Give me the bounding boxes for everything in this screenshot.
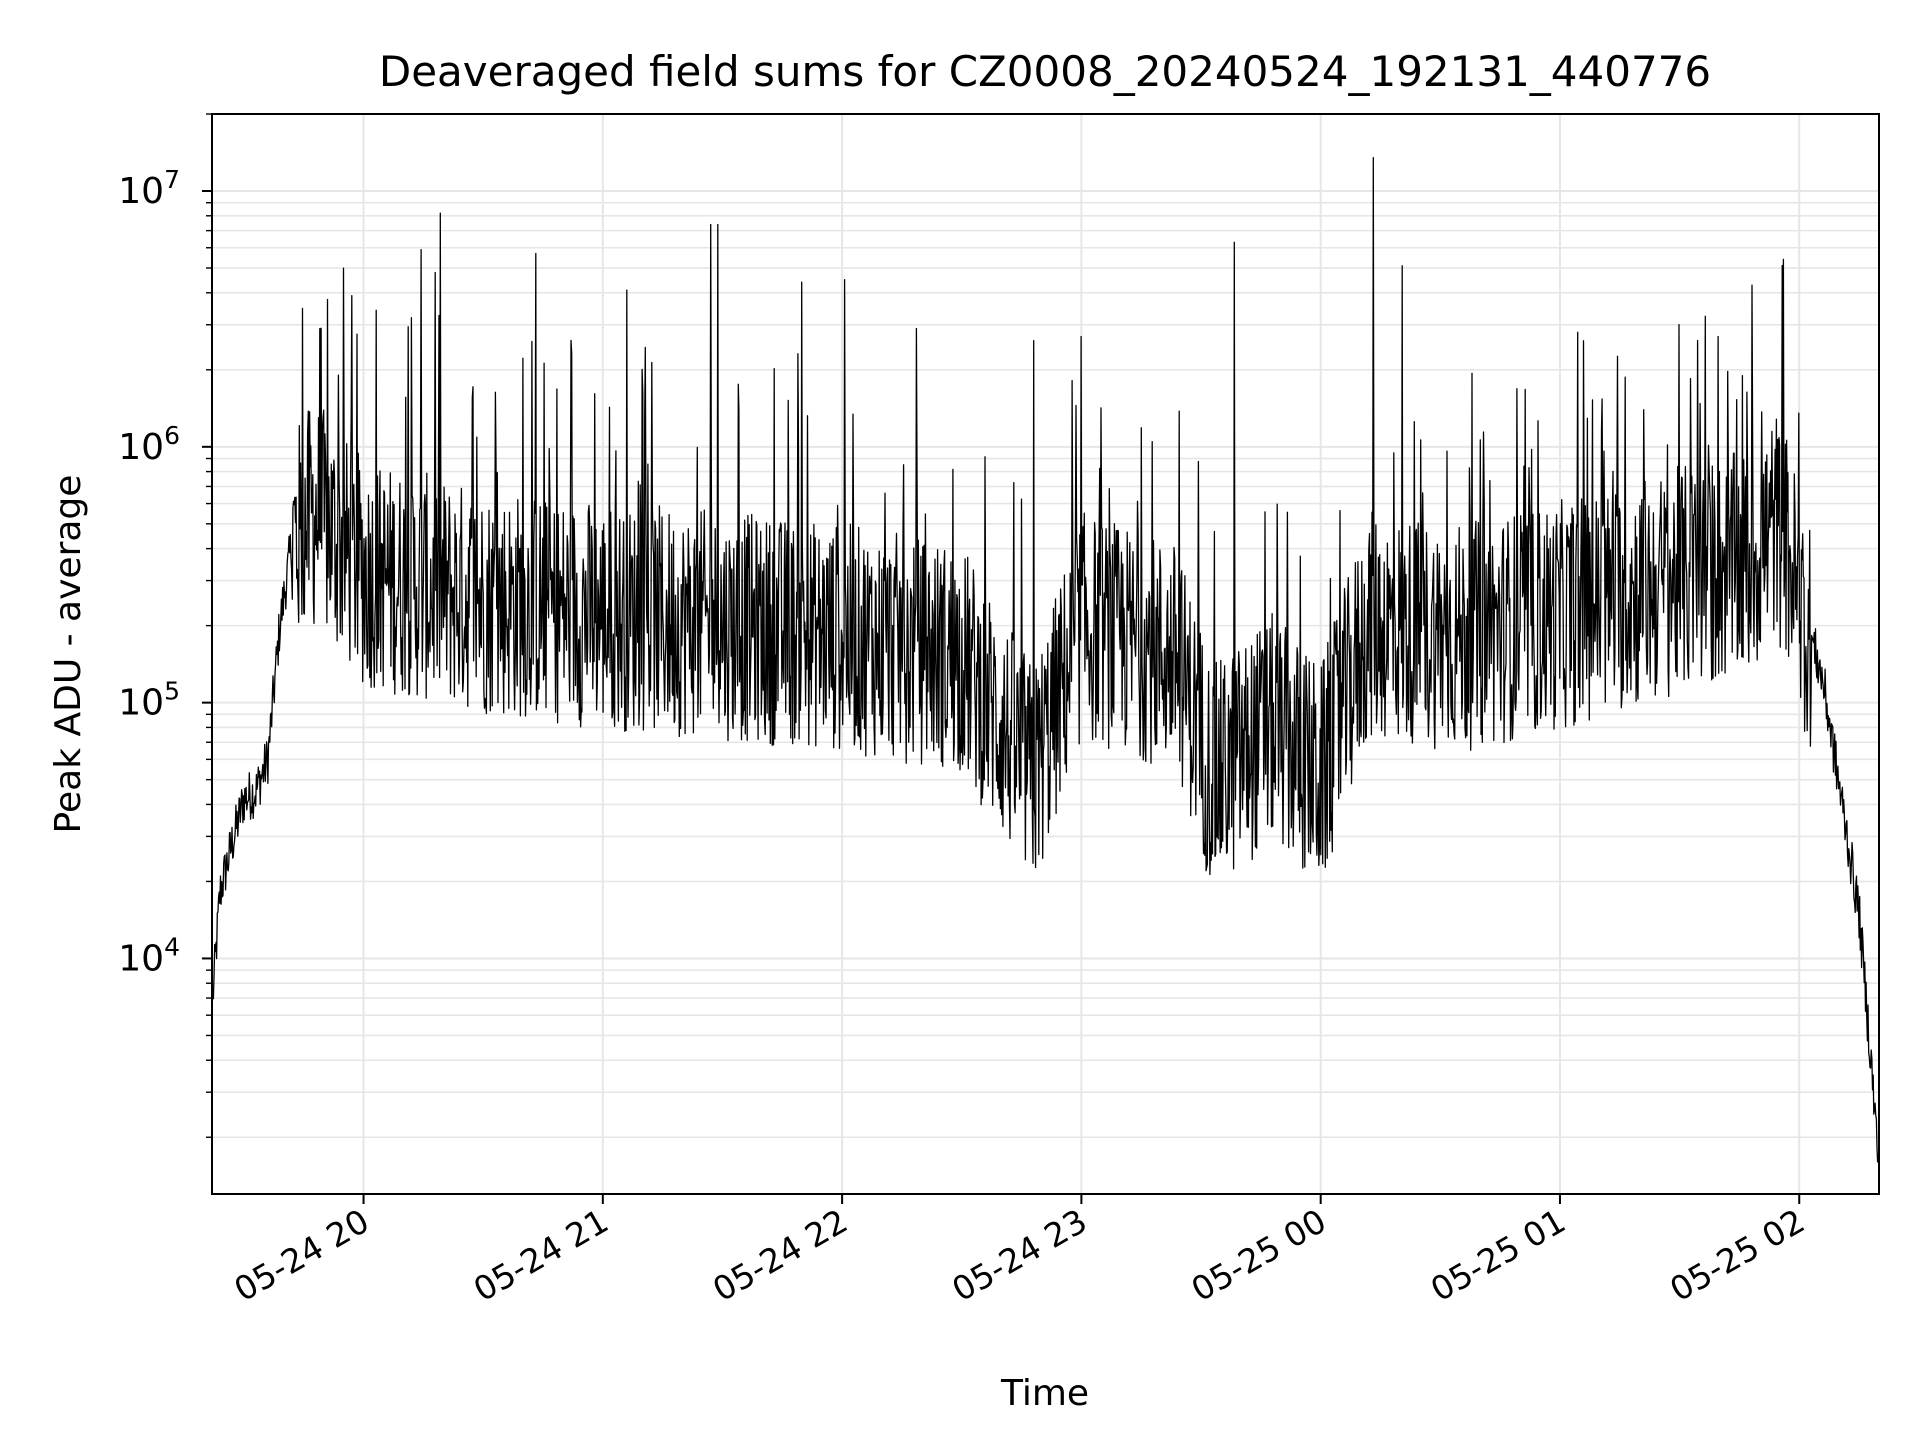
y-tick-label: 104 <box>118 932 180 979</box>
x-axis-label: Time <box>1000 1373 1089 1414</box>
y-axis-label: Peak ADU - average <box>48 475 89 834</box>
plot-area <box>212 157 1880 1163</box>
series-line <box>212 157 1880 1163</box>
axes-frame <box>211 113 1880 1195</box>
y-tick-label: 105 <box>118 677 180 724</box>
chart-title: Deaveraged field sums for CZ0008_2024052… <box>379 47 1711 96</box>
y-tick-label: 106 <box>118 421 180 468</box>
y-tick-label: 107 <box>118 165 180 212</box>
